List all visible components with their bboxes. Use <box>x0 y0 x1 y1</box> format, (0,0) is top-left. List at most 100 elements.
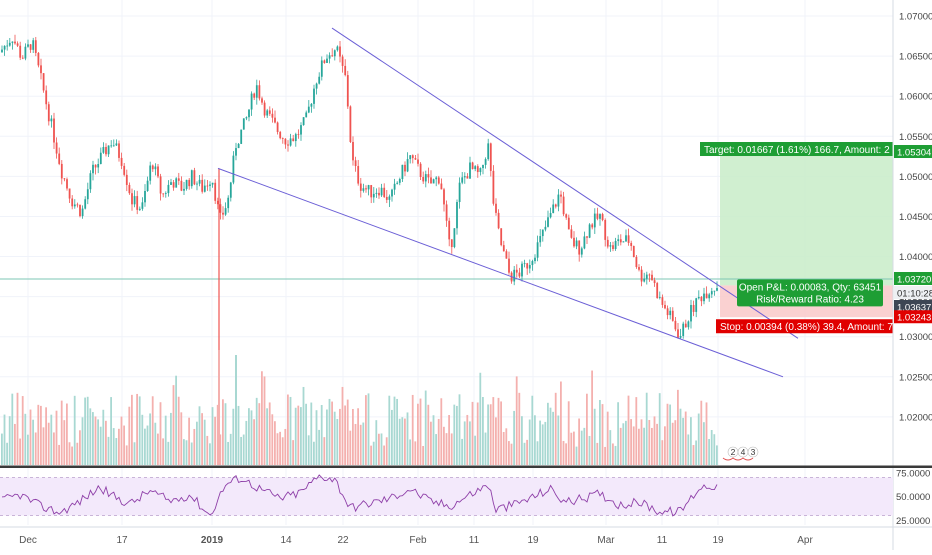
candle-body <box>297 134 300 135</box>
candle-body <box>302 117 305 126</box>
volume-bar <box>700 400 703 465</box>
volume-bar <box>248 408 250 465</box>
price-label-box <box>894 272 932 285</box>
volume-bar <box>237 405 240 465</box>
volume-bar <box>55 410 58 465</box>
candle-body <box>422 176 425 182</box>
candle-body <box>383 187 386 197</box>
candle-body <box>310 103 313 107</box>
candle-body <box>362 188 365 191</box>
candle-body <box>588 224 591 238</box>
volume-bar <box>424 390 427 465</box>
candle-body <box>692 304 695 312</box>
candle-body <box>276 122 279 132</box>
volume-bar <box>261 371 263 465</box>
candle-body <box>45 90 48 105</box>
price-label: 1.03637 <box>897 303 931 314</box>
volume-bar <box>8 416 11 465</box>
candle-body <box>167 184 170 194</box>
volume-bar <box>679 408 682 465</box>
candle-body <box>175 178 178 188</box>
stop-label: Stop: 0.00394 (0.38%) 39.4, Amount: 7 <box>720 322 893 333</box>
volume-bar <box>614 445 617 465</box>
volume-bar <box>159 402 162 465</box>
volume-bar <box>37 404 40 465</box>
volume-bar <box>383 445 385 465</box>
volume-bar <box>461 438 463 465</box>
volume-bar <box>661 440 664 465</box>
volume-bar <box>479 372 482 465</box>
candle-body <box>440 183 443 190</box>
volume-bar <box>357 408 359 465</box>
volume-bar <box>154 422 157 465</box>
candle-body <box>536 242 539 258</box>
candle-body <box>128 184 131 194</box>
candle-body <box>281 138 284 139</box>
volume-bar <box>180 412 183 465</box>
volume-spike-bar <box>235 355 237 465</box>
candle-body <box>146 180 149 192</box>
volume-bar <box>635 397 638 465</box>
volume-bar <box>432 415 435 465</box>
candle-body <box>1 49 3 53</box>
rsi-y-tick-label: 75.0000 <box>896 468 930 479</box>
candle-body <box>188 179 191 187</box>
rsi-line <box>1 474 718 517</box>
volume-bar <box>183 439 185 465</box>
candle-body <box>401 164 404 180</box>
candle-body <box>495 203 497 213</box>
volume-bar <box>144 428 146 465</box>
candle-body <box>203 185 206 192</box>
pane-separator <box>0 465 932 468</box>
volume-bar <box>162 438 164 465</box>
volume-bar <box>552 411 554 465</box>
volume-bar <box>141 414 144 465</box>
candle-body <box>79 204 81 217</box>
candle-body <box>214 182 217 201</box>
volume-bar <box>73 395 76 465</box>
volume-bar <box>339 408 341 465</box>
candle-body <box>562 196 565 215</box>
candle-body <box>34 40 37 53</box>
volume-bar <box>411 394 414 465</box>
volume-bar <box>612 443 614 465</box>
candle-body <box>365 188 367 190</box>
candle-body <box>669 310 672 316</box>
candle-body <box>619 239 622 243</box>
volume-bar <box>71 446 73 465</box>
candle-body <box>201 179 204 192</box>
volume-bar <box>172 385 175 465</box>
volume-bar <box>240 436 242 465</box>
event-badge-label: 4 <box>741 447 746 457</box>
volume-bar <box>489 404 492 465</box>
x-tick-label: 14 <box>280 535 292 546</box>
candle-body <box>253 93 256 98</box>
candle-body <box>466 176 469 179</box>
volume-bar <box>201 413 203 465</box>
volume-bar <box>214 416 216 465</box>
volume-bar <box>482 396 484 465</box>
candle-body <box>344 65 347 76</box>
volume-bar <box>11 393 14 465</box>
volume-bar <box>110 397 112 465</box>
candle-body <box>539 236 542 243</box>
candle-body <box>81 208 84 217</box>
volume-bar <box>656 423 658 465</box>
candle-body <box>196 183 198 185</box>
volume-bar <box>185 440 188 465</box>
candle-body <box>638 267 640 270</box>
volume-bar <box>505 428 508 465</box>
volume-bar <box>89 408 92 465</box>
candle-body <box>346 75 349 107</box>
candle-body <box>432 179 435 184</box>
candle-body <box>599 214 601 219</box>
candle-body <box>404 164 406 172</box>
volume-bar <box>123 425 125 465</box>
volume-bar <box>521 416 523 465</box>
event-badge-arc <box>722 457 754 461</box>
volume-bar <box>500 401 502 465</box>
volume-bar <box>458 394 461 465</box>
volume-bar <box>601 404 604 465</box>
volume-bar <box>206 435 209 465</box>
